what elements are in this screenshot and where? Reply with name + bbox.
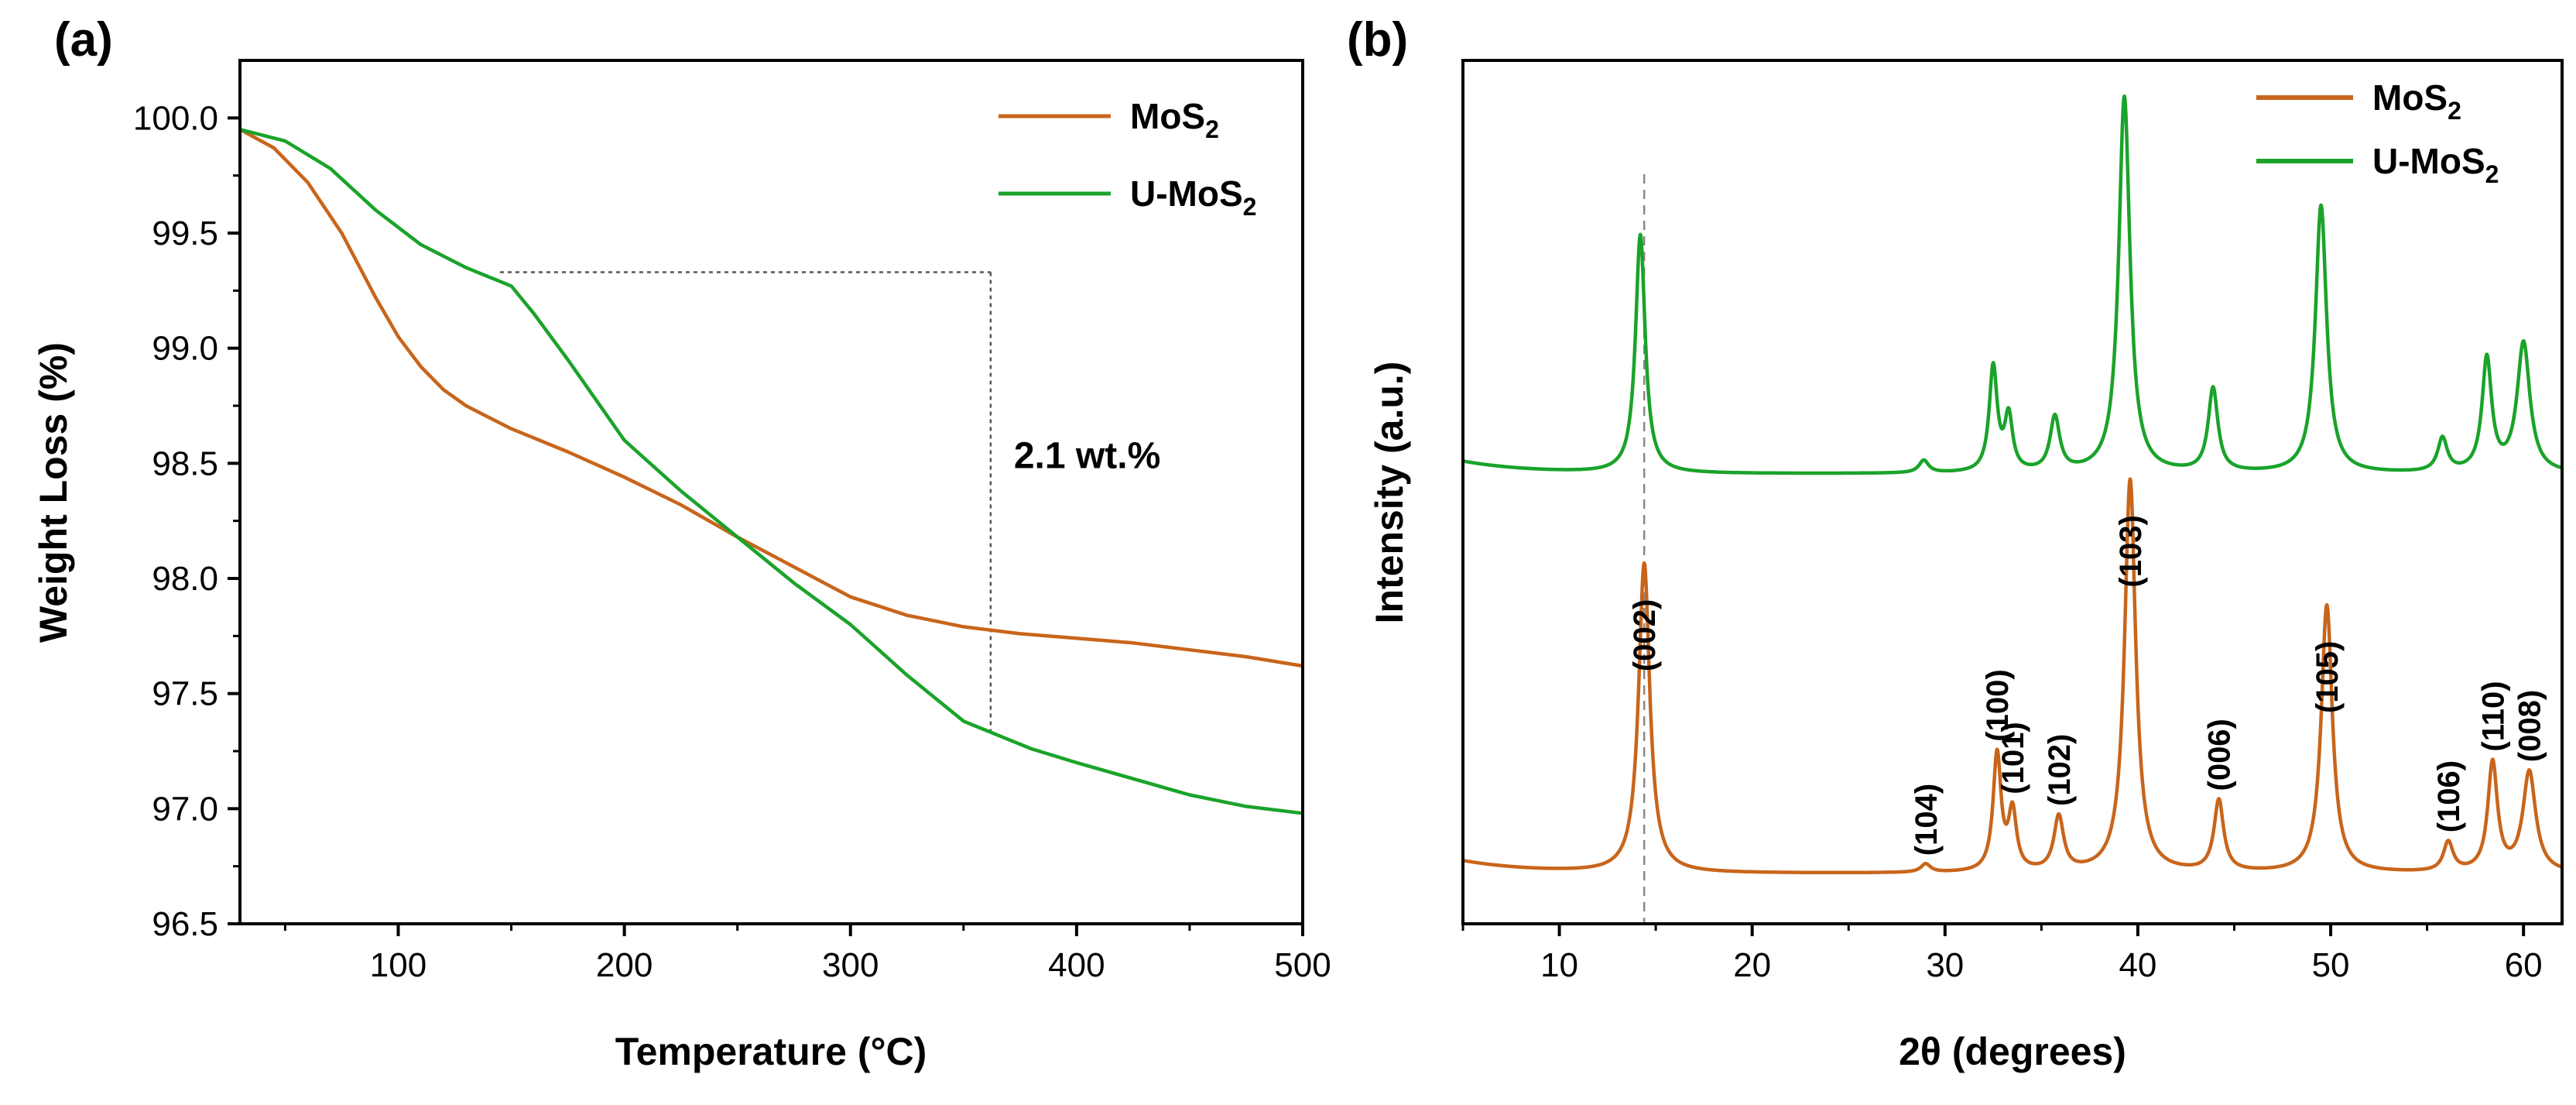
panel-b: (b) 10 20 30 40 50 60 (002) (104) (100)(101) (10… (1347, 13, 2564, 1073)
peak-label: (103) (2114, 515, 2148, 587)
panel-a-label: (a) (54, 13, 113, 67)
annotation-label: 2.1 wt.% (1014, 435, 1160, 476)
panel-b-frame (1461, 59, 2564, 925)
panel-a-frame (238, 59, 1304, 925)
series-line-u-mos2 (239, 128, 1303, 815)
y-tick-label: 96.5 (152, 905, 218, 943)
peak-label: (102) (2043, 734, 2077, 806)
peak-label: (106) (2432, 760, 2466, 832)
peak-label: (104) (1910, 784, 1944, 856)
x-tick-label: 200 (596, 946, 653, 984)
y-tick-label: 98.0 (152, 560, 218, 598)
y-tick-label: 97.0 (152, 790, 218, 828)
x-tick-label: 40 (2119, 946, 2156, 984)
x-tick-label: 50 (2312, 946, 2350, 984)
y-tick-label: 97.5 (152, 675, 218, 713)
peak-label: (006) (2203, 719, 2237, 791)
peak-label: (100) (1981, 669, 2015, 741)
legend-label: U-MoS2 (1130, 173, 1256, 221)
y-tick-label: 99.0 (152, 330, 218, 368)
y-tick-label: 99.5 (152, 214, 218, 252)
x-tick-label: 60 (2505, 946, 2543, 984)
panel-b-label: (b) (1347, 13, 1408, 67)
panel-b-series (1461, 94, 2564, 875)
panel-a-legend: MoS2 U-MoS2 (999, 96, 1256, 221)
panel-a-ylabel: Weight Loss (%) (32, 342, 75, 643)
peak-label: (008) (2513, 690, 2547, 762)
legend-label: MoS2 (2372, 77, 2461, 125)
panel-b-ticks: 10 20 30 40 50 60 (1461, 924, 2543, 984)
panel-a-series (238, 128, 1303, 815)
x-tick-label: 30 (1926, 946, 1964, 984)
series-line-mos2 (1461, 477, 2564, 875)
y-tick-label: 98.5 (152, 444, 218, 482)
peak-label: (110) (2476, 681, 2510, 751)
panel-a-ticks: 100 200 300 400 500 96.5 97.0 97.5 98.0 98.5 99.0 9… (133, 99, 1331, 984)
x-tick-label: 300 (822, 946, 879, 984)
series-line-u-mos2 (1461, 94, 2564, 475)
peak-label: (105) (2311, 641, 2345, 713)
panel-a: (a) 100 200 300 400 500 96.5 97.0 97.5 98.0 98.5 9… (32, 13, 1331, 1073)
x-tick-label: 10 (1540, 946, 1578, 984)
panel-a-annotation: 2.1 wt.% (499, 271, 1160, 733)
series-line-mos2 (238, 128, 1303, 668)
x-tick-label: 400 (1048, 946, 1105, 984)
legend-label: U-MoS2 (2372, 141, 2499, 188)
legend-label: MoS2 (1130, 96, 1219, 143)
x-tick-label: 500 (1274, 946, 1331, 984)
y-tick-label: 100.0 (133, 99, 218, 137)
peak-label: (002) (1628, 599, 1662, 671)
panel-b-legend: MoS2 U-MoS2 (2256, 77, 2499, 188)
x-tick-label: 20 (1733, 946, 1771, 984)
panel-b-peak-labels: (002) (104) (100)(101) (102) (103) (006) (105)… (1628, 515, 2547, 856)
panel-b-xlabel: 2θ (degrees) (1899, 1030, 2126, 1073)
panel-b-ylabel: Intensity (a.u.) (1368, 362, 1411, 624)
panel-a-xlabel: Temperature (°C) (615, 1030, 927, 1073)
peak-label: (101) (1996, 722, 2030, 794)
x-tick-label: 100 (370, 946, 426, 984)
